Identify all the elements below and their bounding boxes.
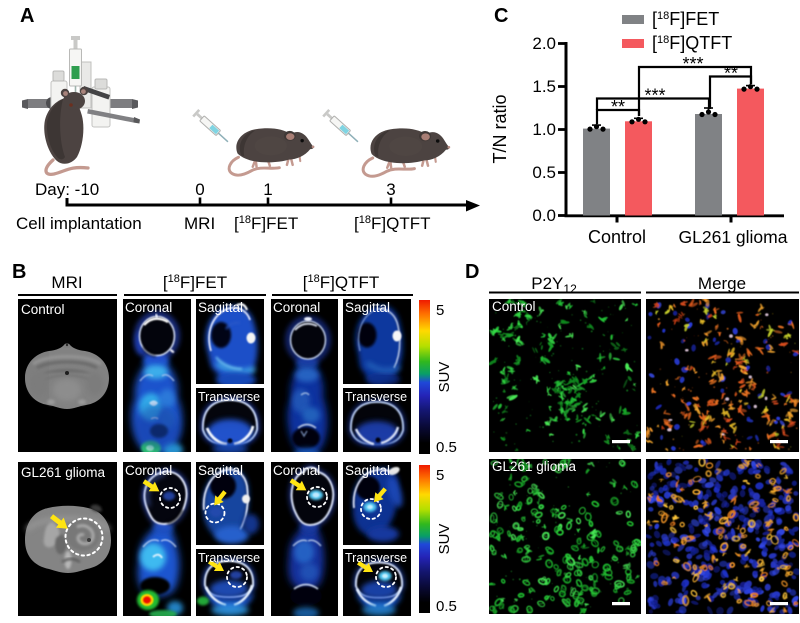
svg-text:Coronal: Coronal bbox=[125, 300, 172, 315]
svg-text:Control: Control bbox=[21, 302, 65, 317]
svg-text:Coronal: Coronal bbox=[125, 463, 172, 478]
svg-text:0.0: 0.0 bbox=[532, 206, 556, 225]
svg-text:Transverse: Transverse bbox=[345, 551, 407, 565]
svg-text:SUV: SUV bbox=[436, 524, 453, 555]
svg-text:Coronal: Coronal bbox=[273, 463, 320, 478]
svg-text:Sagittal: Sagittal bbox=[345, 463, 390, 478]
svg-text:1.5: 1.5 bbox=[532, 77, 556, 96]
svg-text:5: 5 bbox=[436, 302, 444, 319]
svg-text:0.5: 0.5 bbox=[436, 439, 457, 456]
svg-text:MRI: MRI bbox=[51, 273, 82, 292]
svg-text:GL261 glioma: GL261 glioma bbox=[492, 459, 577, 474]
svg-text:B: B bbox=[12, 261, 26, 283]
svg-text:Transverse: Transverse bbox=[345, 390, 407, 404]
svg-text:***: *** bbox=[682, 54, 703, 74]
svg-text:Sagittal: Sagittal bbox=[198, 463, 243, 478]
svg-text:0: 0 bbox=[195, 180, 204, 199]
svg-text:Sagittal: Sagittal bbox=[198, 300, 243, 315]
svg-text:Sagittal: Sagittal bbox=[345, 300, 390, 315]
svg-text:[18F]QTFT: [18F]QTFT bbox=[303, 273, 379, 292]
svg-text:C: C bbox=[494, 5, 508, 27]
svg-text:Control: Control bbox=[588, 227, 646, 247]
svg-text:A: A bbox=[20, 5, 34, 27]
svg-text:Transverse: Transverse bbox=[198, 390, 260, 404]
svg-text:1.0: 1.0 bbox=[532, 120, 556, 139]
svg-text:MRI: MRI bbox=[184, 214, 215, 233]
svg-text:[18F]FET: [18F]FET bbox=[234, 214, 298, 233]
svg-text:Merge: Merge bbox=[698, 274, 746, 293]
svg-text:**: ** bbox=[724, 64, 738, 84]
svg-text:Transverse: Transverse bbox=[198, 551, 260, 565]
svg-text:**: ** bbox=[611, 97, 625, 117]
svg-text:[18F]FET: [18F]FET bbox=[163, 273, 227, 292]
svg-text:[18F]QTFT: [18F]QTFT bbox=[354, 214, 430, 233]
svg-text:Day: -10: Day: -10 bbox=[35, 180, 99, 199]
svg-text:3: 3 bbox=[386, 180, 395, 199]
svg-text:SUV: SUV bbox=[436, 362, 453, 393]
svg-text:5: 5 bbox=[436, 467, 444, 484]
svg-text:1: 1 bbox=[263, 180, 272, 199]
svg-text:Coronal: Coronal bbox=[273, 300, 320, 315]
svg-text:[18F]QTFT: [18F]QTFT bbox=[652, 33, 732, 53]
svg-text:0.5: 0.5 bbox=[436, 598, 457, 615]
svg-text:0.5: 0.5 bbox=[532, 163, 556, 182]
svg-text:GL261 glioma: GL261 glioma bbox=[679, 227, 788, 247]
svg-text:Cell implantation: Cell implantation bbox=[16, 214, 142, 233]
svg-text:D: D bbox=[465, 261, 479, 283]
svg-text:T/N ratio: T/N ratio bbox=[490, 94, 510, 163]
svg-text:2.0: 2.0 bbox=[532, 34, 556, 53]
svg-text:***: *** bbox=[644, 86, 665, 106]
svg-text:Control: Control bbox=[492, 299, 536, 314]
svg-text:[18F]FET: [18F]FET bbox=[652, 9, 719, 29]
svg-text:GL261 glioma: GL261 glioma bbox=[21, 465, 106, 480]
